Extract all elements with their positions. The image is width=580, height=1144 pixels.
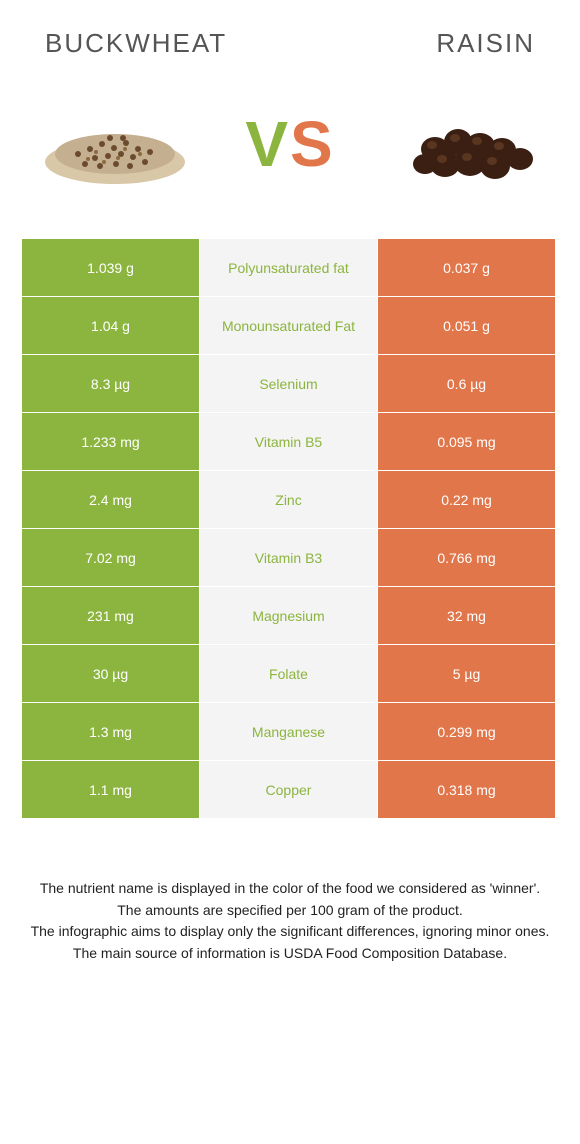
- raisin-image: [380, 89, 550, 199]
- table-row: 7.02 mgVitamin B30.766 mg: [22, 529, 558, 587]
- table-row: 1.3 mgManganese0.299 mg: [22, 703, 558, 761]
- left-value-cell: 1.233 mg: [22, 413, 200, 471]
- nutrient-label-cell: Zinc: [200, 471, 378, 529]
- left-value-cell: 1.04 g: [22, 297, 200, 355]
- table-row: 1.039 gPolyunsaturated fat0.037 g: [22, 239, 558, 297]
- right-value-cell: 0.766 mg: [378, 529, 556, 587]
- left-value-cell: 2.4 mg: [22, 471, 200, 529]
- table-row: 8.3 µgSelenium0.6 µg: [22, 355, 558, 413]
- right-value-cell: 5 µg: [378, 645, 556, 703]
- table-row: 2.4 mgZinc0.22 mg: [22, 471, 558, 529]
- nutrient-label-cell: Manganese: [200, 703, 378, 761]
- right-food-title: RAISIN: [436, 28, 535, 59]
- nutrient-label-cell: Magnesium: [200, 587, 378, 645]
- right-value-cell: 32 mg: [378, 587, 556, 645]
- vs-v-letter: V: [245, 108, 290, 180]
- nutrient-label-cell: Folate: [200, 645, 378, 703]
- left-value-cell: 8.3 µg: [22, 355, 200, 413]
- footnote-line: The nutrient name is displayed in the co…: [28, 879, 552, 899]
- table-row: 1.04 gMonounsaturated Fat0.051 g: [22, 297, 558, 355]
- table-row: 1.1 mgCopper0.318 mg: [22, 761, 558, 819]
- right-value-cell: 0.318 mg: [378, 761, 556, 819]
- left-value-cell: 1.039 g: [22, 239, 200, 297]
- right-value-cell: 0.037 g: [378, 239, 556, 297]
- left-value-cell: 1.3 mg: [22, 703, 200, 761]
- nutrient-label-cell: Monounsaturated Fat: [200, 297, 378, 355]
- table-row: 1.233 mgVitamin B50.095 mg: [22, 413, 558, 471]
- nutrient-label-cell: Polyunsaturated fat: [200, 239, 378, 297]
- nutrient-label-cell: Copper: [200, 761, 378, 819]
- left-value-cell: 7.02 mg: [22, 529, 200, 587]
- right-value-cell: 0.22 mg: [378, 471, 556, 529]
- table-row: 30 µgFolate5 µg: [22, 645, 558, 703]
- table-row: 231 mgMagnesium32 mg: [22, 587, 558, 645]
- footnote-line: The main source of information is USDA F…: [28, 944, 552, 964]
- nutrient-label-cell: Vitamin B3: [200, 529, 378, 587]
- right-value-cell: 0.051 g: [378, 297, 556, 355]
- left-value-cell: 30 µg: [22, 645, 200, 703]
- vs-s-letter: S: [290, 108, 335, 180]
- nutrient-label-cell: Vitamin B5: [200, 413, 378, 471]
- left-food-title: BUCKWHEAT: [45, 28, 227, 59]
- buckwheat-image: [30, 89, 200, 199]
- left-value-cell: 231 mg: [22, 587, 200, 645]
- footnote-line: The infographic aims to display only the…: [28, 922, 552, 942]
- footnote-line: The amounts are specified per 100 gram o…: [28, 901, 552, 921]
- nutrient-label-cell: Selenium: [200, 355, 378, 413]
- right-value-cell: 0.095 mg: [378, 413, 556, 471]
- right-value-cell: 0.6 µg: [378, 355, 556, 413]
- vs-label: VS: [245, 107, 334, 181]
- nutrient-table: 1.039 gPolyunsaturated fat0.037 g1.04 gM…: [22, 239, 558, 819]
- footnotes: The nutrient name is displayed in the co…: [28, 879, 552, 963]
- right-value-cell: 0.299 mg: [378, 703, 556, 761]
- left-value-cell: 1.1 mg: [22, 761, 200, 819]
